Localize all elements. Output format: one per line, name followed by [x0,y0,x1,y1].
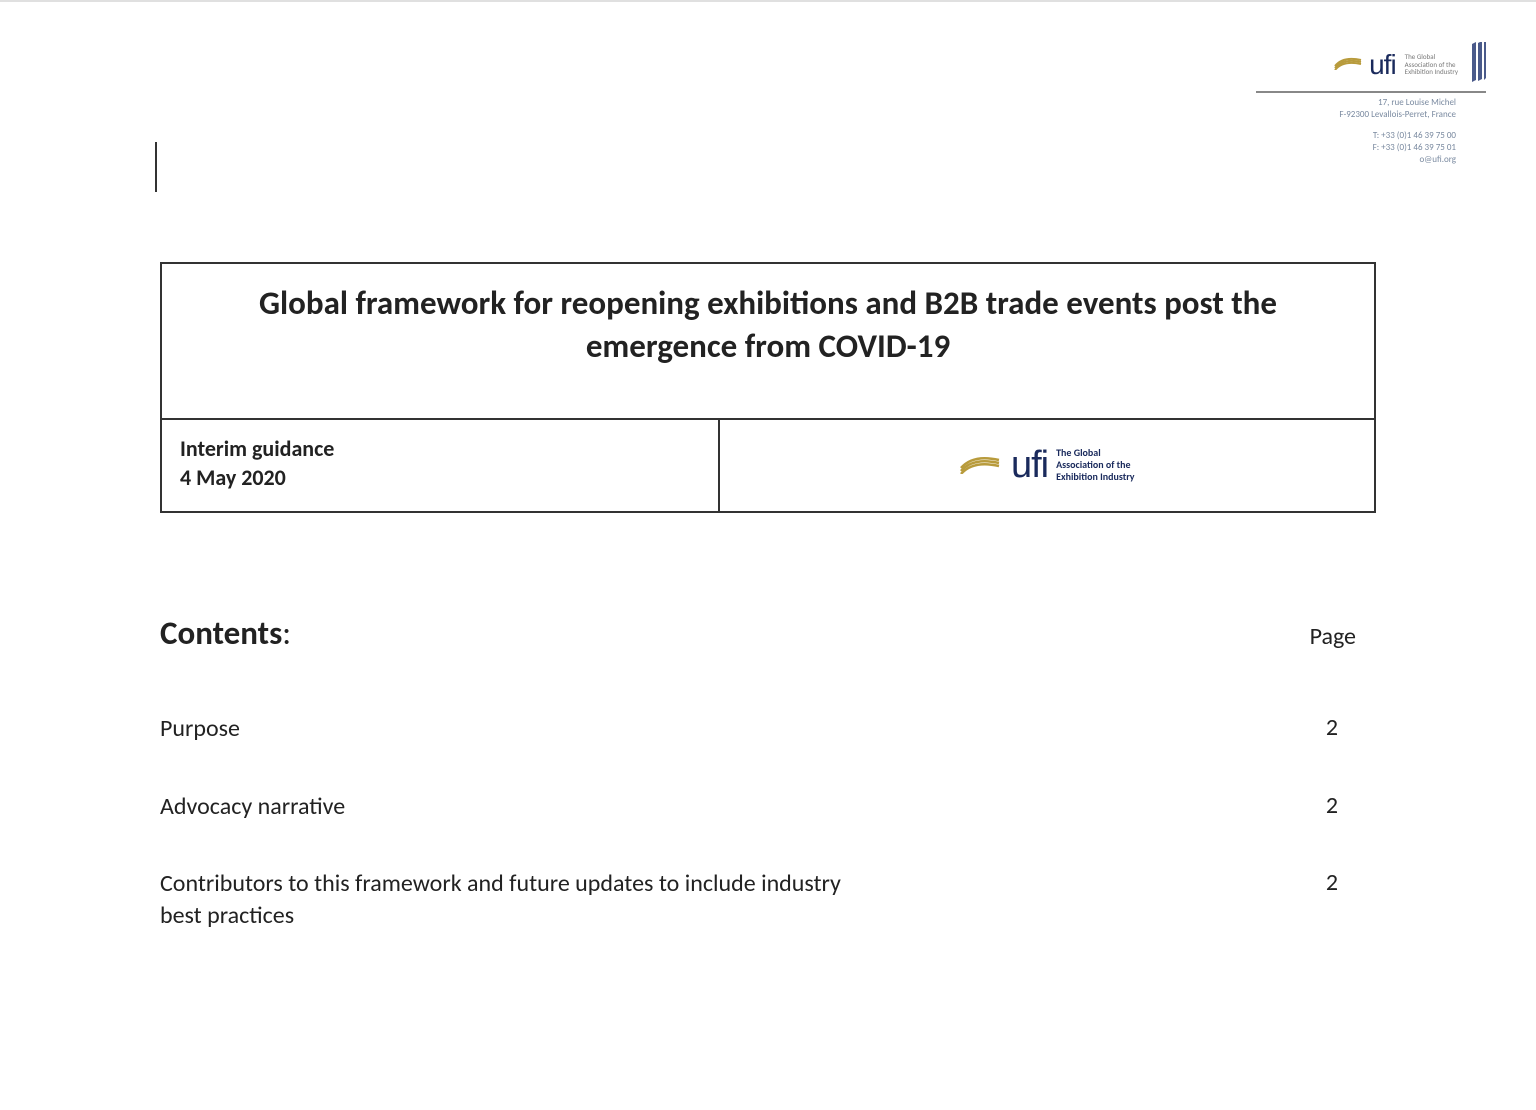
tagline-line: Exhibition Industry [1056,470,1134,483]
header-logo-block: ufi The Global Association of the Exhibi… [1206,42,1486,165]
logo-divider [1256,91,1486,93]
logo-top-row: ufi The Global Association of the Exhibi… [1206,42,1486,87]
logo-text: ufi [1369,49,1396,81]
contents-heading-wrap: Contents: [160,613,291,653]
logo-contact: T: +33 (0)1 46 39 75 00 F: +33 (0)1 46 3… [1206,130,1456,165]
logo-text-large: ufi [1011,444,1048,487]
address-line: F-92300 Levallois-Perret, France [1339,109,1456,120]
logo-tagline-inline: The Global Association of the Exhibition… [1056,447,1134,483]
logo-inline: ufi The Global Association of the Exhibi… [959,444,1135,487]
title-logo-cell: ufi The Global Association of the Exhibi… [720,420,1374,511]
toc-item-label: Advocacy narrative [160,791,345,823]
title-box: Global framework for reopening exhibitio… [160,262,1376,513]
swoosh-icon [959,452,1003,479]
stripes-icon [1470,42,1486,87]
toc-row: Advocacy narrative 2 [160,791,1376,823]
address-line: 17, rue Louise Michel [1378,97,1456,108]
toc-item-label: Contributors to this framework and futur… [160,868,860,933]
document-title: Global framework for reopening exhibitio… [162,264,1374,420]
main-content: Global framework for reopening exhibitio… [50,262,1486,933]
contents-header-row: Contents: Page [160,613,1376,653]
toc-item-page: 2 [1326,791,1338,820]
title-sub-row: Interim guidance 4 May 2020 u [162,420,1374,511]
contents-colon: : [282,613,291,653]
contents-section: Contents: Page Purpose 2 Advocacy narrat… [160,613,1376,933]
interim-date: 4 May 2020 [180,464,286,491]
contents-page-label: Page [1310,622,1356,651]
logo-tagline-small: The Global Association of the Exhibition… [1405,53,1458,76]
interim-text: Interim guidance 4 May 2020 [180,434,700,493]
toc-row: Purpose 2 [160,713,1376,745]
toc-item-page: 2 [1326,868,1338,897]
contact-email: o@ufi.org [1419,154,1456,165]
logo-address: 17, rue Louise Michel F-92300 Levallois-… [1206,97,1456,120]
toc-row: Contributors to this framework and futur… [160,868,1376,933]
text-cursor-icon [155,142,157,192]
toc-item-label: Purpose [160,713,240,745]
contact-tel: T: +33 (0)1 46 39 75 00 [1373,130,1456,141]
swoosh-icon [1333,54,1363,75]
contents-heading: Contents [160,613,282,653]
contact-fax: F: +33 (0)1 46 39 75 01 [1373,142,1456,153]
toc-item-page: 2 [1326,713,1338,742]
title-interim-cell: Interim guidance 4 May 2020 [162,420,720,511]
tagline-line: Exhibition Industry [1405,67,1458,76]
document-page: ufi The Global Association of the Exhibi… [0,0,1536,1110]
interim-line: Interim guidance [180,435,334,462]
